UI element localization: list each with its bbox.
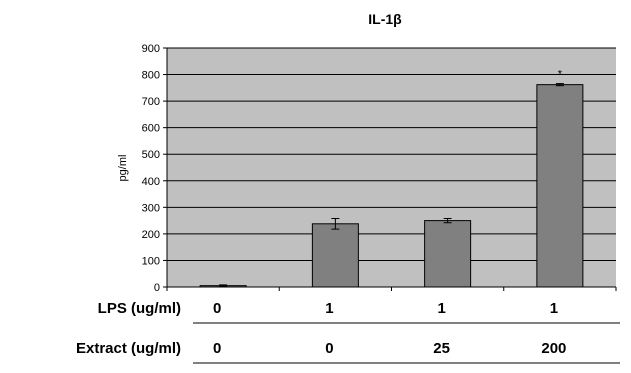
condition-table: LPS (ug/ml) 0 1 1 1 Extract (ug/ml) 0 0 25 200 [76, 300, 620, 364]
table-cell: 0 [213, 300, 221, 317]
y-tick-label: 900 [142, 43, 160, 55]
significance-marker: * [558, 69, 563, 81]
table-cell: 1 [437, 300, 445, 317]
y-tick-label: 800 [142, 70, 160, 82]
table-cell: 25 [433, 340, 450, 357]
y-tick-label: 600 [142, 123, 160, 135]
y-tick-label: 500 [142, 149, 160, 161]
table-cell: 200 [541, 340, 566, 357]
bar [536, 84, 584, 288]
bar [311, 223, 359, 288]
y-tick-label: 100 [142, 255, 160, 267]
plot-area: 0 100 200 300 400 500 600 700 800 900 * [142, 43, 617, 294]
y-tick-label: 200 [142, 229, 160, 241]
table-cell: 1 [325, 300, 333, 317]
y-tick-label: 300 [142, 202, 160, 214]
y-tick-label: 0 [154, 282, 160, 294]
y-tick-label: 400 [142, 176, 160, 188]
bar [424, 220, 472, 288]
table-cell: 0 [325, 340, 333, 357]
table-cell: 0 [213, 340, 221, 357]
table-row-label: Extract (ug/ml) [76, 340, 181, 357]
y-tick-label: 700 [142, 96, 160, 108]
table-row-label: LPS (ug/ml) [98, 300, 181, 317]
chart-title: IL-1β [368, 11, 402, 27]
table-cell: 1 [550, 300, 558, 317]
y-axis-label: pg/ml [117, 155, 129, 182]
